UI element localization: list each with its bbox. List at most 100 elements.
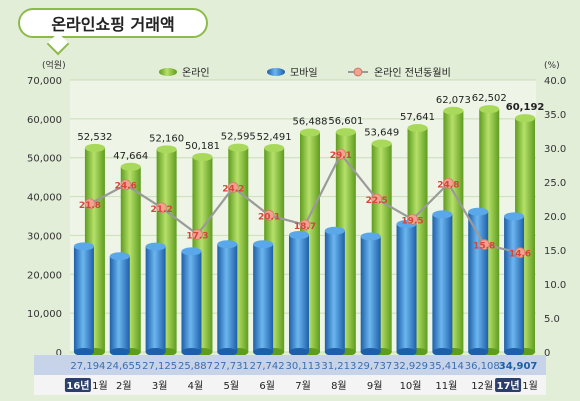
month-label: 2월 — [116, 380, 132, 392]
mobile-bar-top — [181, 247, 202, 256]
mobile-bar-base — [253, 348, 274, 356]
mobile-bar-base — [145, 348, 166, 356]
mobile-value-label: 27,731 — [214, 361, 249, 372]
mobile-bar-top — [289, 230, 309, 239]
online-bar-top — [515, 114, 536, 123]
yoy-value-label: 29.1 — [330, 151, 352, 161]
y-left-tick-label: 40,000 — [27, 193, 62, 204]
yoy-marker — [84, 198, 96, 210]
y-left-unit: (억원) — [42, 59, 66, 71]
mobile-bar-body — [289, 234, 309, 352]
mobile-bar-base — [324, 348, 345, 356]
year-badge — [64, 378, 91, 392]
online-bar-top — [264, 144, 285, 153]
y-right-tick-label: 10.0 — [544, 280, 566, 291]
y-right-tick-label: 35.0 — [544, 110, 566, 121]
yoy-value-label: 24.8 — [437, 180, 459, 190]
year-label: 16년 — [66, 379, 89, 392]
mobile-bar — [468, 207, 489, 356]
mobile-bar-top — [145, 242, 166, 251]
mobile-value-label: 35,414 — [429, 361, 464, 372]
mobile-value-label: 27,742 — [250, 361, 285, 372]
mobile-bar — [432, 210, 453, 356]
legend-line-marker — [353, 67, 363, 77]
yoy-value-label: 18.7 — [294, 222, 316, 232]
mobile-value-label: 34,907 — [499, 361, 538, 372]
mobile-bar-body — [181, 251, 202, 352]
online-bar-top — [443, 106, 464, 115]
yoy-value-label: 24.6 — [115, 182, 137, 192]
mobile-value-label: 27,125 — [142, 361, 177, 372]
month-label: 4월 — [188, 380, 204, 392]
mobile-bar — [145, 242, 166, 356]
mobile-bar-top — [360, 232, 381, 241]
mobile-bar-base — [289, 348, 309, 356]
online-bar-top — [300, 128, 320, 137]
y-left-tick-label: 60,000 — [27, 115, 62, 126]
mobile-bar — [289, 230, 309, 356]
month-label: 12월 — [471, 380, 493, 392]
yoy-value-label: 21.2 — [151, 205, 173, 215]
y-left-tick-label: 0 — [56, 348, 62, 359]
mobile-bar-body — [217, 244, 238, 352]
month-label: 10월 — [400, 380, 422, 392]
y-right-tick-label: 15.0 — [544, 246, 566, 257]
mobile-bar-body — [73, 246, 94, 352]
mobile-bar — [73, 242, 94, 356]
mobile-bar — [181, 247, 202, 356]
mobile-value-label: 29,737 — [357, 361, 392, 372]
mobile-bar-base — [73, 348, 94, 356]
mobile-bar-base — [468, 348, 489, 356]
category-band — [34, 375, 546, 395]
legend-online-swatch — [159, 68, 177, 76]
y-right-tick-label: 5.0 — [544, 314, 560, 325]
yoy-value-label: 14.6 — [509, 250, 531, 260]
mobile-bar-top — [109, 252, 130, 261]
y-left-tick-label: 10,000 — [27, 309, 62, 320]
online-bar-top — [407, 124, 428, 133]
yoy-marker — [120, 179, 132, 191]
mobile-bar — [324, 226, 345, 356]
online-bar-top — [192, 153, 213, 162]
month-label: 1월 — [522, 380, 538, 392]
mobile-bar-base — [396, 348, 417, 356]
month-label: 5월 — [224, 380, 240, 392]
online-value-label: 52,595 — [221, 132, 256, 143]
mobile-bar-base — [360, 348, 381, 356]
legend-mobile-label: 모바일 — [290, 67, 318, 79]
online-bar-top — [479, 105, 500, 114]
mobile-bar — [360, 232, 381, 356]
yoy-value-label: 19.5 — [401, 216, 423, 226]
yoy-marker — [335, 148, 347, 160]
yoy-value-label: 17.3 — [186, 231, 208, 241]
mobile-bar-body — [253, 244, 274, 352]
mobile-bar-top — [504, 212, 525, 221]
month-label: 3월 — [152, 380, 168, 392]
mobile-value-label: 24,655 — [106, 361, 141, 372]
online-bar-top — [120, 162, 141, 171]
y-right-unit: (%) — [544, 61, 560, 71]
mobile-bar-body — [360, 236, 381, 352]
yoy-marker — [192, 228, 203, 240]
mobile-bar — [396, 220, 417, 356]
year-label: 17년 — [497, 379, 520, 392]
mobile-value-label: 25,887 — [178, 361, 213, 372]
y-left-tick-label: 20,000 — [27, 270, 62, 281]
mobile-value-label: 27,194 — [70, 361, 105, 372]
mobile-bar-base — [217, 348, 238, 356]
online-value-label: 60,192 — [506, 102, 545, 113]
online-value-label: 57,641 — [400, 112, 435, 123]
yoy-marker — [263, 209, 275, 221]
yoy-value-label: 21.8 — [79, 201, 101, 211]
mobile-bar-top — [432, 210, 453, 219]
y-left-tick-label: 50,000 — [27, 154, 62, 165]
mobile-bar-top — [324, 226, 345, 235]
mobile-value-label: 30,113 — [286, 361, 321, 372]
mobile-bar-base — [504, 348, 525, 356]
mobile-value-band — [34, 355, 546, 375]
y-left-tick-label: 30,000 — [27, 231, 62, 242]
month-label: 8월 — [331, 380, 347, 392]
online-value-label: 56,601 — [328, 116, 363, 127]
mobile-bar-body — [145, 246, 166, 352]
